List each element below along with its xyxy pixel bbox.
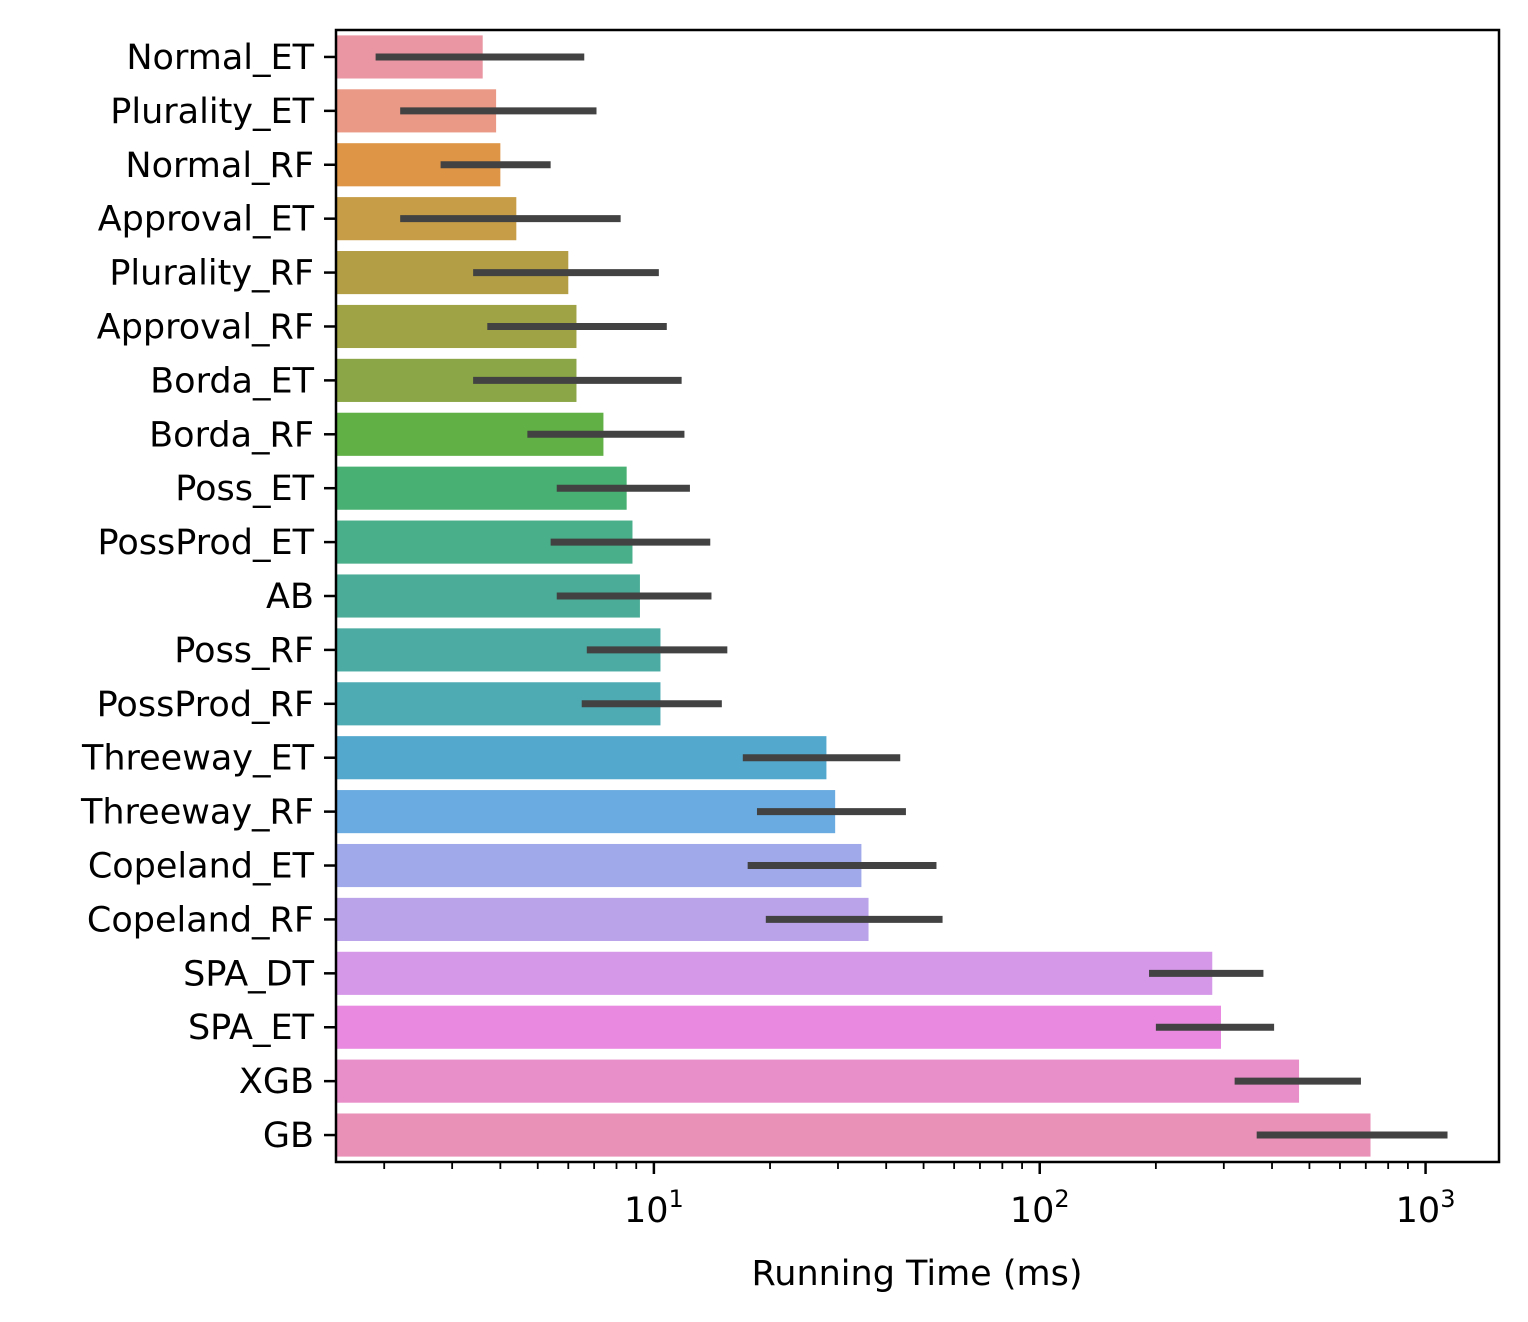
y-tick-label: AB (266, 577, 314, 617)
x-axis: 101 102 103 (383, 1162, 1456, 1231)
y-tick-label: Borda_ET (150, 361, 314, 401)
bar-SPA_DT (337, 951, 1213, 995)
y-tick-label: Borda_RF (149, 415, 314, 455)
y-tick-label: Approval_RF (97, 307, 314, 347)
y-tick-label: Copeland_ET (88, 847, 315, 887)
bars-layer (337, 35, 1371, 1157)
y-tick-label: Plurality_RF (109, 254, 314, 294)
y-tick-label: Normal_RF (125, 146, 314, 186)
error-bars-layer (375, 53, 1448, 1139)
y-tick-label: Approval_ET (98, 200, 315, 240)
y-tick-label: PossProd_RF (97, 685, 314, 725)
x-tick-label: 103 (1396, 1185, 1456, 1231)
y-tick-label: Plurality_ET (110, 92, 314, 132)
y-tick-label: Threeway_ET (81, 739, 315, 779)
y-tick-label: SPA_ET (188, 1008, 315, 1048)
x-axis-title: Running Time (ms) (752, 1254, 1083, 1294)
x-tick-label: 101 (624, 1185, 684, 1231)
y-tick-label: Poss_RF (174, 631, 314, 671)
y-tick-label: GB (263, 1116, 314, 1156)
y-tick-label: SPA_DT (183, 954, 314, 994)
bar-Threeway_RF (337, 790, 836, 834)
y-tick-label: Threeway_RF (80, 793, 314, 833)
y-tick-label: Poss_ET (175, 469, 314, 509)
y-axis: Normal_ET Plurality_ET Normal_RF Approval_E… (80, 38, 336, 1156)
bar-XGB (337, 1059, 1300, 1103)
y-tick-label: Copeland_RF (87, 900, 314, 940)
y-tick-label: Normal_ET (126, 38, 314, 78)
bar-SPA_ET (337, 1005, 1222, 1049)
y-tick-label: XGB (239, 1062, 314, 1102)
bar-GB (337, 1113, 1371, 1157)
x-tick-label: 102 (1010, 1185, 1070, 1231)
y-tick-label: PossProd_ET (98, 523, 315, 563)
